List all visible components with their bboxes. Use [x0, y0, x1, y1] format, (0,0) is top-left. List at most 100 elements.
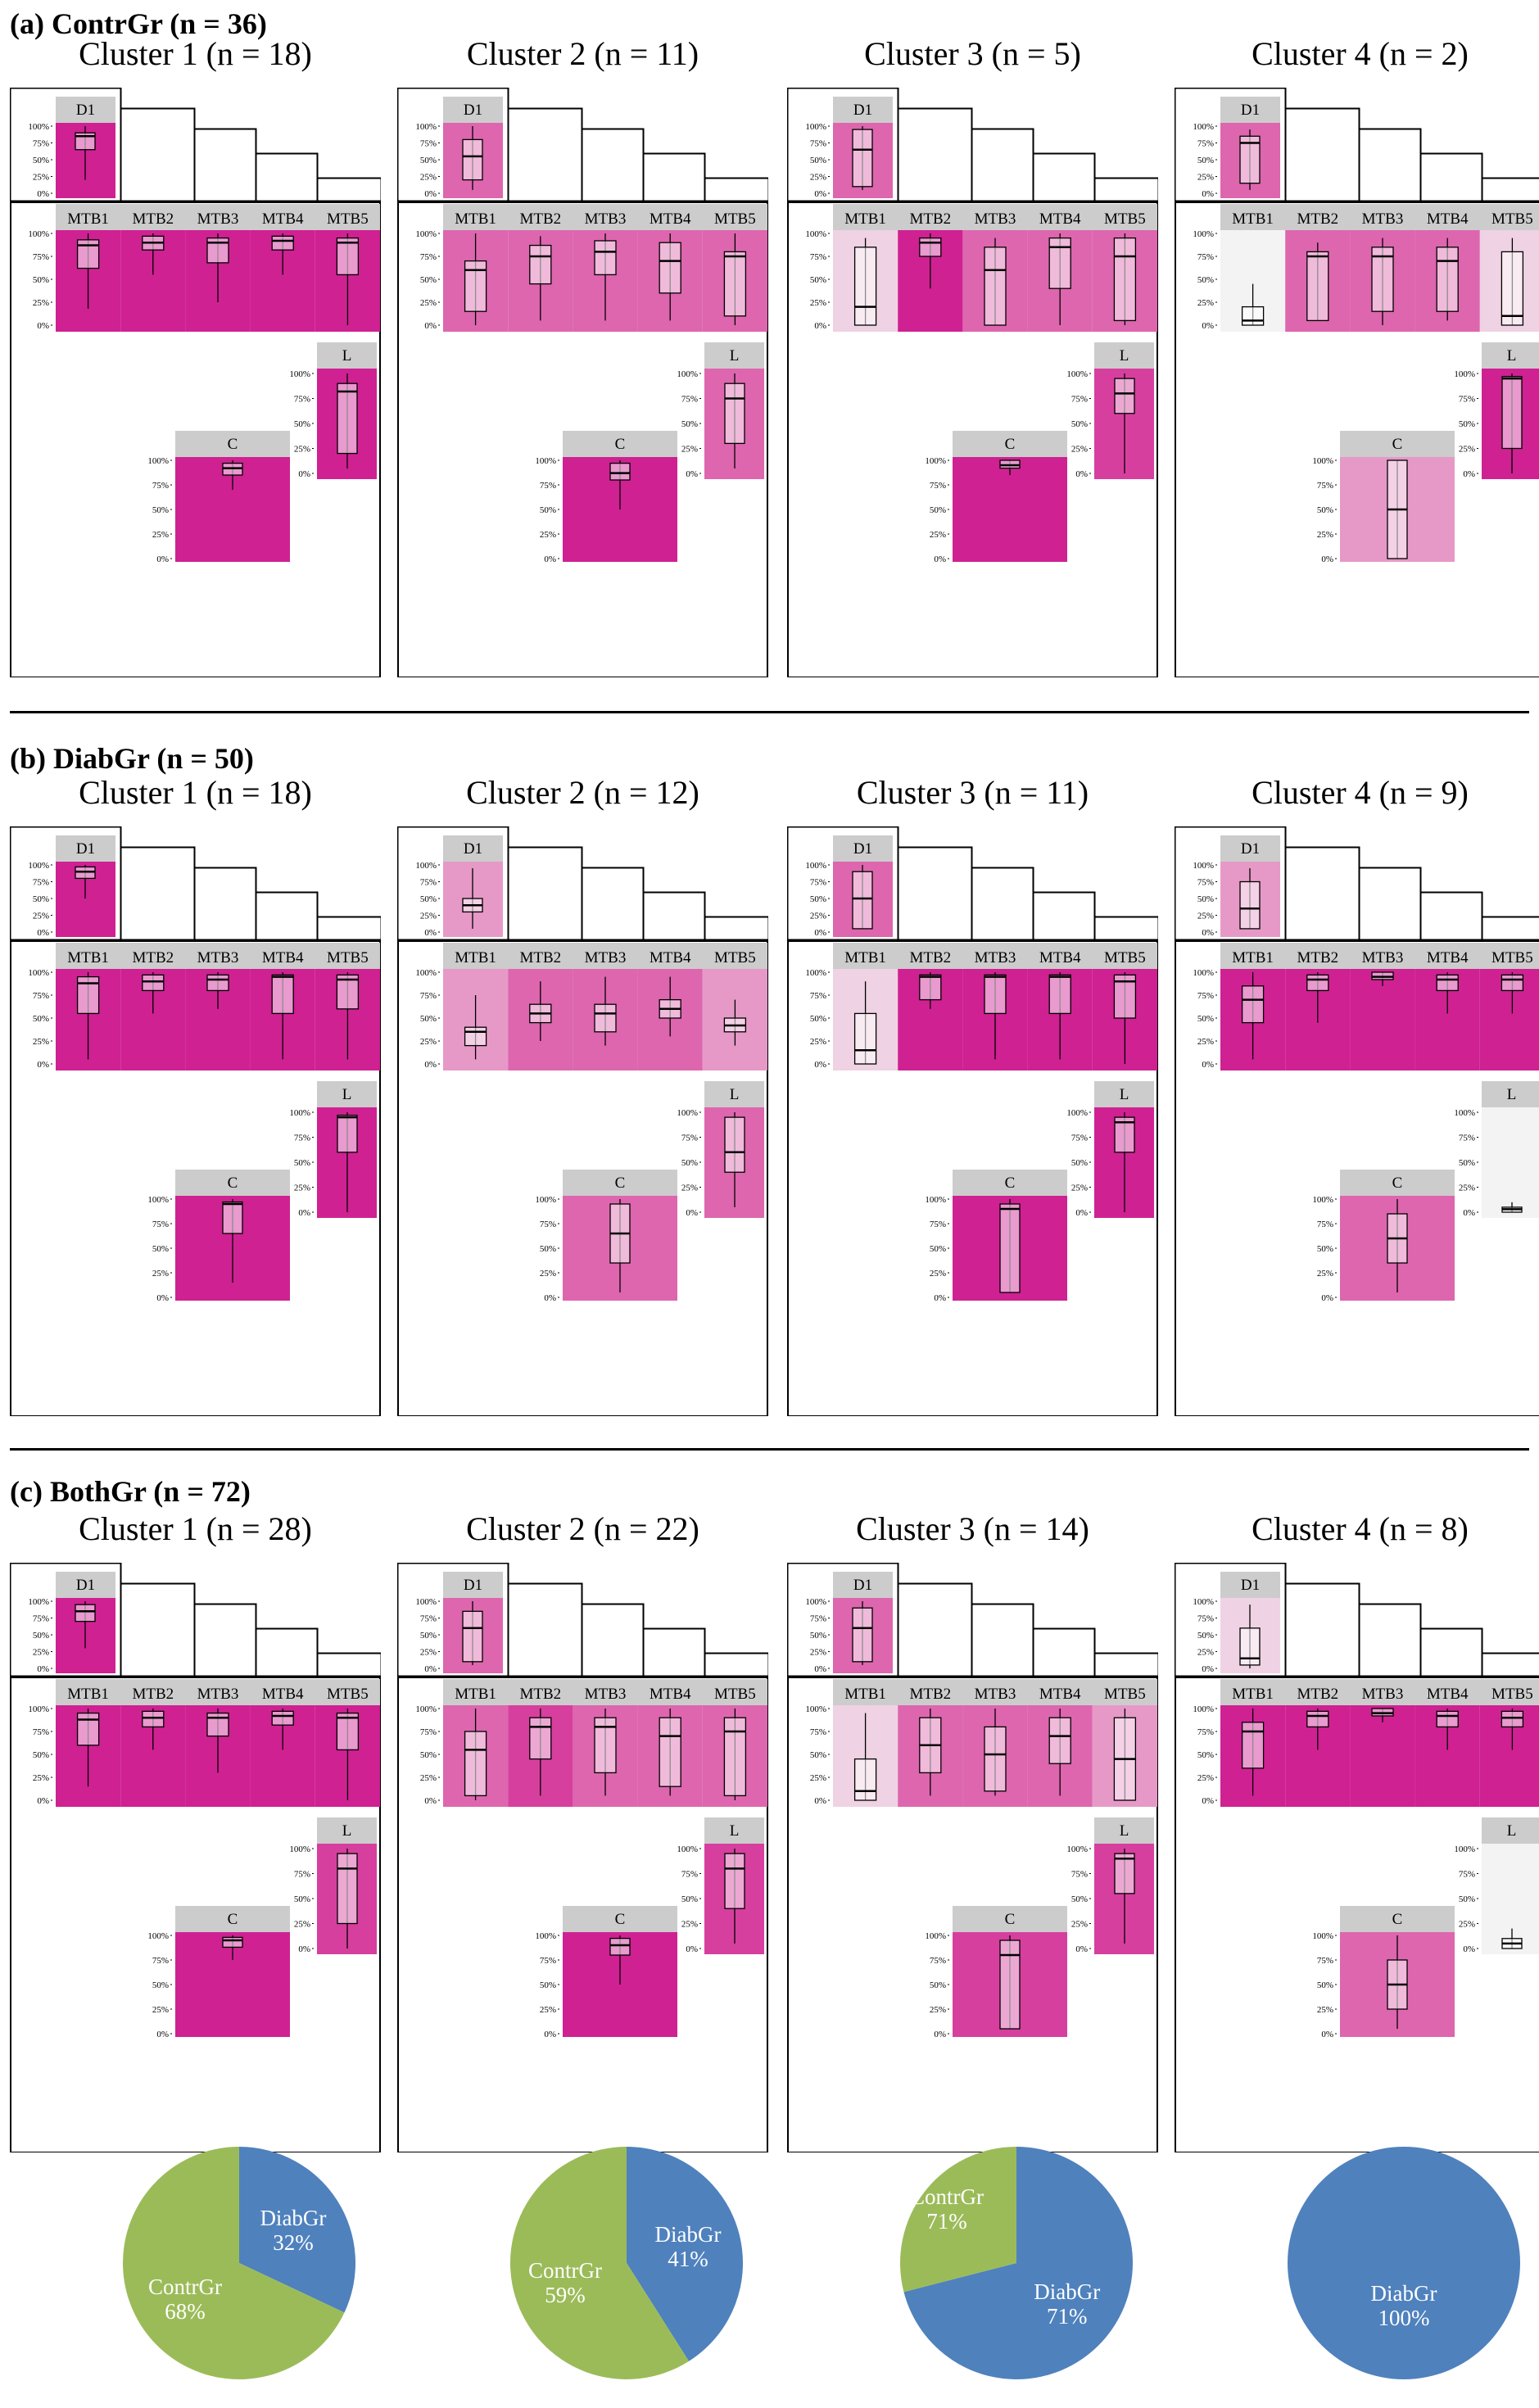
- panel-mtb-label: MTB4: [1039, 210, 1081, 228]
- y-tick-label: 100%: [805, 229, 826, 239]
- box: [222, 1201, 243, 1234]
- panel-c-header: [175, 1170, 290, 1196]
- cluster-panel: Cluster 1 (n = 18) D1 100% 75% 50% 25% 0% MTB1 M…: [10, 34, 381, 702]
- y-tick-label: 50%: [540, 1244, 556, 1254]
- y-tick-label: 100%: [28, 122, 49, 132]
- panel-d1-label: D1: [853, 1577, 872, 1594]
- y-tick-label: 0%: [544, 1293, 556, 1303]
- panel-l-header: [1094, 1817, 1154, 1844]
- cluster-chart: D1 100% 75% 50% 25% 0% MTB1 MTB2 MTB3 MTB4 MTB5 100…: [787, 826, 1158, 1416]
- step-outline: [193, 867, 257, 941]
- y-tick-label: 0%: [814, 321, 826, 331]
- step-outline: [193, 1603, 257, 1677]
- y-tick-label: 50%: [152, 505, 169, 515]
- box: [142, 1710, 165, 1728]
- cluster-title: Cluster 1 (n = 28): [79, 1510, 312, 1547]
- y-tick-label: 75%: [1071, 1870, 1088, 1880]
- panel-d1-label: D1: [853, 840, 872, 858]
- panel-d1-header: [833, 835, 893, 862]
- y-tick-label: 75%: [1459, 1870, 1475, 1880]
- y-tick-label: 100%: [1066, 369, 1088, 379]
- y-tick-label: 50%: [1071, 1894, 1088, 1904]
- panel-l-header: [704, 1817, 764, 1844]
- cluster-panel: Cluster 4 (n = 8) D1 100% 75% 50% 25% 0% MTB1 MT…: [1175, 1510, 1539, 2177]
- panel-mtb-label: MTB1: [67, 210, 109, 228]
- y-tick-label: 100%: [925, 1195, 946, 1205]
- cluster-panel: Cluster 1 (n = 18) D1 100% 75% 50% 25% 0% MTB1 M…: [10, 773, 381, 1441]
- y-tick-label: 50%: [420, 1631, 437, 1641]
- panel-mtb-label: MTB2: [519, 210, 561, 228]
- y-tick-label: 0%: [934, 2030, 946, 2039]
- y-tick-label: 0%: [814, 189, 826, 199]
- panel-l-label: L: [1120, 347, 1129, 364]
- y-tick-label: 100%: [147, 456, 169, 466]
- y-tick-label: 25%: [810, 173, 826, 183]
- panel-d1-label: D1: [1241, 840, 1260, 858]
- y-tick-label: 75%: [1197, 1614, 1214, 1624]
- y-tick-label: 75%: [810, 1614, 826, 1624]
- cluster-border: [397, 940, 768, 1416]
- y-tick-label: 75%: [540, 1956, 556, 1966]
- y-tick-label: 25%: [420, 298, 437, 308]
- cluster-title: Cluster 4 (n = 9): [1252, 774, 1469, 811]
- y-tick-label: 50%: [33, 1631, 49, 1641]
- cluster-border: [10, 1677, 381, 2152]
- y-tick-label: 50%: [810, 1014, 826, 1024]
- y-tick-label: 75%: [930, 1220, 946, 1229]
- mtb-header: [1220, 1679, 1539, 1705]
- y-tick-label: 100%: [1454, 1844, 1475, 1854]
- pie-slice: [123, 2147, 345, 2379]
- pie-slice-value: 68%: [165, 2299, 206, 2324]
- cluster-border: [1175, 201, 1539, 677]
- y-tick-label: 100%: [28, 861, 49, 871]
- step-outline: [1358, 1603, 1422, 1677]
- y-tick-label: 50%: [681, 1894, 698, 1904]
- panel-l-label: L: [730, 347, 740, 364]
- step-outline: [1481, 916, 1539, 941]
- y-tick-label: 25%: [294, 1184, 310, 1193]
- box: [337, 1115, 358, 1153]
- y-tick-label: 0%: [37, 1796, 49, 1806]
- y-tick-label: 25%: [1317, 2005, 1333, 2015]
- y-tick-label: 50%: [681, 419, 698, 429]
- panel-mtb-label: MTB2: [519, 1686, 561, 1703]
- panel-c-header: [953, 1170, 1067, 1196]
- panel-c-header: [1340, 431, 1455, 457]
- mtb-header: [443, 943, 767, 969]
- y-tick-label: 75%: [1071, 395, 1088, 405]
- y-tick-label: 0%: [814, 1664, 826, 1674]
- box: [1436, 1710, 1459, 1728]
- box: [1436, 247, 1459, 312]
- step-outline: [507, 107, 583, 202]
- y-tick-label: 75%: [930, 481, 946, 491]
- step-outline: [1284, 846, 1360, 941]
- y-tick-label: 50%: [420, 894, 437, 904]
- y-tick-label: 50%: [810, 156, 826, 165]
- box: [529, 1717, 552, 1760]
- box: [659, 1717, 681, 1787]
- y-tick-label: 100%: [1454, 1108, 1475, 1118]
- step-outline: [120, 846, 196, 941]
- y-tick-label: 100%: [415, 122, 437, 132]
- panel-mtb-label: MTB1: [1232, 949, 1274, 966]
- step-outline: [255, 152, 319, 202]
- y-tick-label: 100%: [147, 1195, 169, 1205]
- section-title-bothgr: (c) BothGr (n = 72): [10, 1475, 251, 1508]
- cluster-chart: D1 100% 75% 50% 25% 0% MTB1 MTB2 MTB3 MTB4 MTB5 100…: [397, 826, 768, 1416]
- y-tick-label: 50%: [294, 1894, 310, 1904]
- box: [75, 1604, 96, 1623]
- panel-mtb-label: MTB5: [714, 1686, 756, 1703]
- cluster-panel: Cluster 2 (n = 11) D1 100% 75% 50% 25% 0% MTB1 M…: [397, 34, 768, 702]
- mtb-header: [56, 204, 380, 230]
- y-tick-label: 50%: [810, 1750, 826, 1760]
- panel-l-label: L: [1507, 1822, 1517, 1840]
- y-tick-label: 100%: [1312, 456, 1333, 466]
- y-tick-label: 0%: [934, 1293, 946, 1303]
- y-tick-label: 100%: [415, 968, 437, 978]
- y-tick-label: 100%: [535, 456, 556, 466]
- y-tick-label: 75%: [930, 1956, 946, 1966]
- y-tick-label: 25%: [420, 1037, 437, 1047]
- step-outline: [1032, 152, 1096, 202]
- box: [1306, 1710, 1329, 1728]
